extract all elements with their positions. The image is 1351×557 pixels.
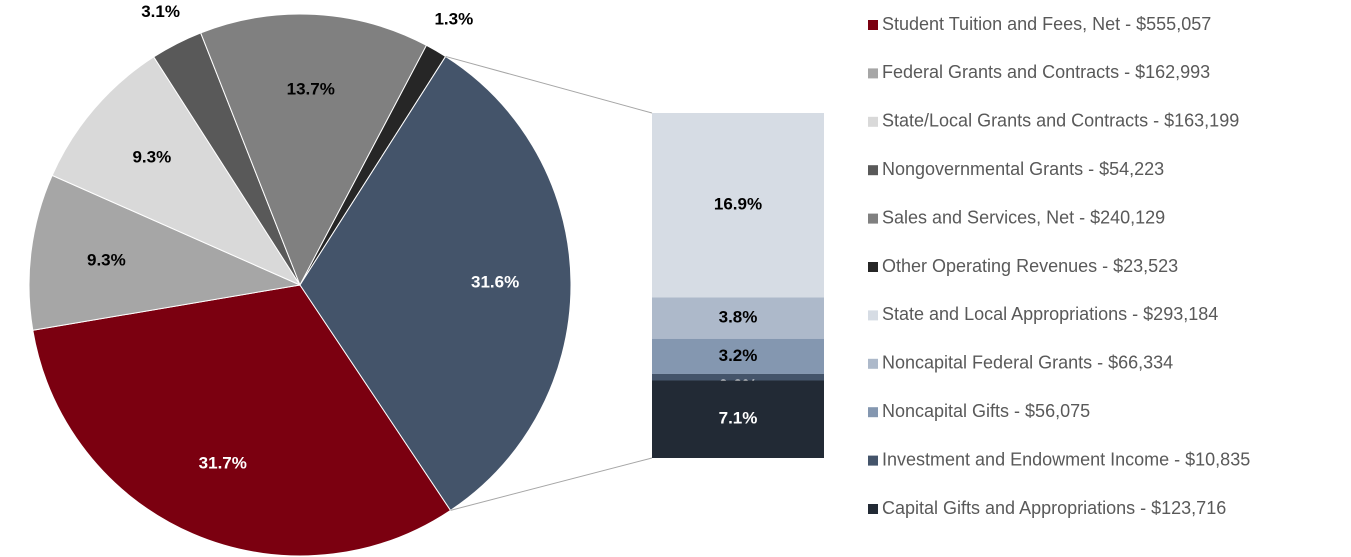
pie-slice bbox=[28, 174, 302, 331]
bar-segment bbox=[652, 380, 824, 458]
legend-swatch bbox=[868, 358, 878, 369]
data-label: 3.8% bbox=[719, 308, 758, 327]
legend-label: Noncapital Federal Grants - $66,334 bbox=[882, 353, 1173, 373]
legend-swatch bbox=[868, 310, 878, 321]
data-label: 13.7% bbox=[287, 80, 335, 99]
legend-swatch bbox=[868, 116, 878, 127]
pie-slice bbox=[200, 13, 428, 287]
legend-label: State and Local Appropriations - $293,18… bbox=[882, 304, 1218, 324]
legend-label: Sales and Services, Net - $240,129 bbox=[882, 207, 1165, 227]
legend-swatch bbox=[868, 20, 878, 30]
data-label: 3.2% bbox=[719, 346, 758, 365]
legend-swatch bbox=[868, 504, 878, 514]
data-label: 9.3% bbox=[87, 250, 126, 269]
legend-swatch bbox=[868, 262, 878, 272]
legend-swatch bbox=[868, 455, 878, 466]
legend-label: Federal Grants and Contracts - $162,993 bbox=[882, 62, 1210, 82]
bar-segment bbox=[652, 373, 824, 381]
bar-segment bbox=[652, 338, 824, 374]
bar-segment bbox=[652, 297, 824, 339]
legend-label: State/Local Grants and Contracts - $163,… bbox=[882, 111, 1239, 131]
legend-swatch bbox=[868, 68, 878, 79]
connector bbox=[445, 55, 653, 114]
legend-swatch bbox=[868, 165, 878, 176]
data-label: 9.3% bbox=[132, 148, 171, 167]
legend-label: Capital Gifts and Appropriations - $123,… bbox=[882, 498, 1226, 518]
legend-swatch bbox=[868, 407, 878, 418]
data-label: 16.9% bbox=[714, 195, 762, 214]
legend-label: Investment and Endowment Income - $10,83… bbox=[882, 449, 1250, 469]
data-label: 3.1% bbox=[141, 2, 180, 21]
legend-label: Noncapital Gifts - $56,075 bbox=[882, 401, 1090, 421]
pie-slice bbox=[299, 55, 572, 512]
legend-label: Student Tuition and Fees, Net - $555,057 bbox=[882, 14, 1211, 34]
pie-slice bbox=[51, 56, 302, 287]
legend-swatch bbox=[868, 213, 878, 224]
pie-slice bbox=[32, 284, 452, 557]
data-label: 31.7% bbox=[199, 454, 247, 473]
data-label: 31.6% bbox=[471, 272, 519, 291]
data-label: 1.3% bbox=[434, 10, 473, 29]
bar-segment bbox=[652, 113, 824, 298]
legend-label: Nongovernmental Grants - $54,223 bbox=[882, 159, 1164, 179]
legend-label: Other Operating Revenues - $23,523 bbox=[882, 256, 1178, 276]
connector bbox=[450, 457, 653, 511]
data-label: 7.1% bbox=[719, 409, 758, 428]
